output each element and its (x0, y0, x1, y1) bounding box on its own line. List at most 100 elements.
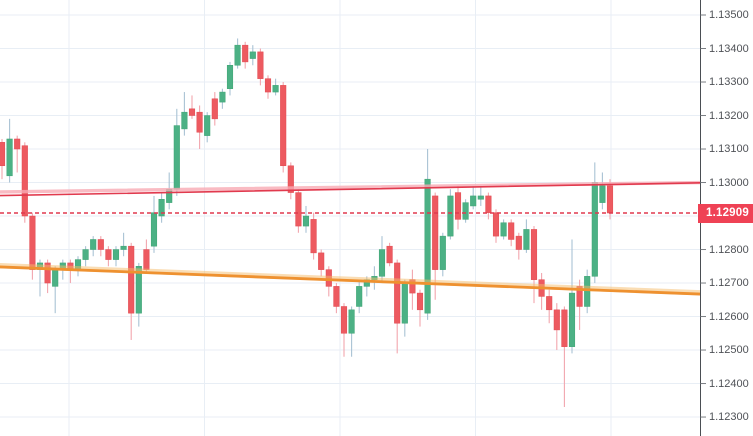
candle (0, 138, 6, 180)
candle (439, 232, 446, 277)
candle (409, 269, 416, 310)
candle (553, 303, 560, 351)
candle-body (295, 192, 302, 227)
candle (219, 88, 226, 109)
candle-body (492, 212, 500, 237)
candle-body (150, 212, 158, 247)
candle (515, 232, 522, 260)
candle-body (242, 44, 249, 63)
candle (333, 283, 340, 314)
candle-body (196, 111, 203, 133)
candle (211, 92, 218, 126)
candle-body (302, 215, 310, 227)
candle-body (120, 245, 127, 250)
candle-body (6, 138, 13, 177)
candle-body (439, 235, 446, 270)
candle-body (264, 78, 272, 93)
candle-body (584, 276, 591, 307)
price-tick-label: 1.12800 (709, 243, 749, 256)
candle-body (105, 249, 112, 260)
candle-body (128, 245, 135, 314)
candle-body (568, 292, 576, 347)
candle-body (14, 138, 21, 150)
candle-body (310, 219, 317, 254)
candle-body (90, 239, 97, 250)
trendline-support[interactable] (0, 265, 702, 296)
candle-body (211, 98, 218, 120)
candle-body (112, 249, 120, 260)
candle (97, 236, 104, 257)
candle-body (257, 51, 264, 79)
candle-body (143, 249, 150, 270)
candle-body (97, 239, 104, 250)
candle (242, 41, 249, 69)
candle (394, 259, 401, 354)
price-tick-label: 1.13000 (709, 176, 749, 189)
candle (204, 112, 211, 143)
candle (90, 236, 97, 257)
candle (158, 192, 165, 223)
candle (234, 38, 241, 69)
candle-body (280, 85, 287, 167)
candle (462, 199, 469, 223)
candle (310, 212, 317, 260)
candle (226, 61, 234, 96)
candle (470, 185, 477, 210)
price-tick-label: 1.12700 (709, 277, 749, 290)
candle-body (546, 296, 553, 311)
candle (538, 272, 545, 310)
candle-body (447, 195, 454, 237)
candle-body (234, 44, 241, 66)
candle (477, 185, 484, 206)
candle-body (181, 111, 188, 130)
candle (401, 279, 408, 337)
candle-body (591, 182, 598, 277)
candle-body (401, 282, 408, 324)
candle-body (340, 306, 348, 334)
current-price-badge: 1.12909 (698, 203, 753, 223)
candle (120, 232, 127, 257)
candle-body (553, 309, 560, 331)
candle (14, 135, 21, 173)
candle-body (530, 229, 538, 280)
candle-body (432, 195, 439, 270)
price-tick-label: 1.13200 (709, 109, 749, 122)
candle-body (272, 85, 279, 93)
candle (416, 289, 424, 327)
candle (196, 105, 203, 150)
candle-body (500, 222, 507, 237)
candle (325, 266, 332, 297)
candle-body (219, 91, 226, 103)
candle (181, 92, 188, 136)
candle (44, 259, 51, 294)
candle (378, 236, 386, 284)
candle-body (454, 192, 462, 220)
candle-body (606, 185, 614, 214)
trendline-resistance-glow[interactable] (0, 180, 702, 194)
price-tick-label: 1.13300 (709, 76, 749, 88)
candle (340, 303, 348, 357)
trendline-resistance[interactable] (0, 182, 701, 197)
candle-body (82, 249, 89, 260)
candle-body (226, 65, 234, 89)
candle-body (204, 115, 211, 136)
candle-body (386, 245, 393, 264)
candle (188, 95, 196, 119)
candle-body (416, 292, 424, 311)
candle-body (356, 286, 363, 307)
candle (128, 242, 135, 340)
candle-body (21, 145, 28, 217)
candle (500, 219, 507, 240)
candle (492, 209, 500, 243)
candle (568, 239, 576, 354)
candle (272, 78, 279, 96)
candle-body (485, 195, 492, 213)
price-tick-label: 1.12600 (709, 310, 749, 323)
candle (173, 108, 180, 196)
candle (295, 189, 302, 233)
candle (584, 269, 591, 314)
candle-body (424, 178, 431, 314)
candle (249, 45, 256, 66)
